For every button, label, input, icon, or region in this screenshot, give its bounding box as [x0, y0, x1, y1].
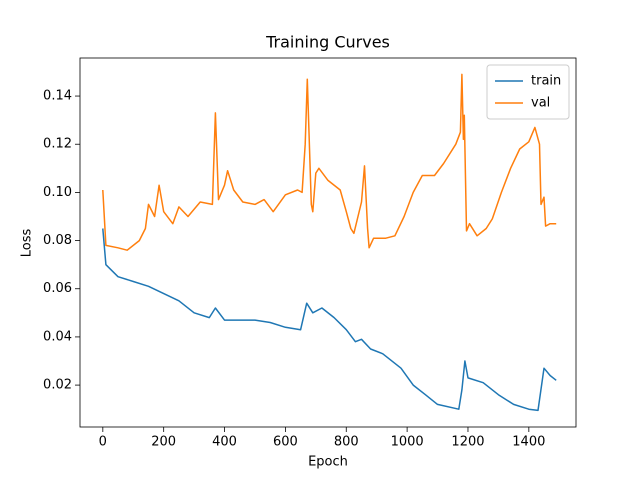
plot-frame	[79, 57, 577, 428]
x-tick-label: 200	[151, 435, 176, 450]
y-tick-label: 0.02	[43, 378, 72, 393]
y-tick-label: 0.08	[43, 233, 72, 248]
y-tick-label: 0.12	[43, 137, 72, 152]
y-axis-label: Loss	[20, 229, 35, 258]
y-tick-label: 0.06	[43, 281, 72, 296]
line-series	[102, 228, 557, 412]
x-tick-label: 1000	[391, 435, 424, 450]
line-series	[102, 73, 557, 251]
x-tick-label: 1200	[451, 435, 484, 450]
x-axis-label: Epoch	[308, 455, 348, 470]
y-tick-label: 0.04	[43, 329, 72, 344]
x-tick-label: 400	[212, 435, 237, 450]
x-tick-label: 0	[99, 435, 107, 450]
y-tick-label: 0.10	[43, 185, 72, 200]
legend-label: train	[531, 74, 561, 89]
chart-title: Training Curves	[265, 33, 390, 52]
x-tick-label: 1400	[512, 435, 545, 450]
x-tick-label: 800	[334, 435, 359, 450]
y-tick-label: 0.14	[43, 89, 72, 104]
legend-box	[486, 64, 570, 120]
legend-label: val	[531, 96, 550, 111]
x-tick-label: 600	[273, 435, 298, 450]
